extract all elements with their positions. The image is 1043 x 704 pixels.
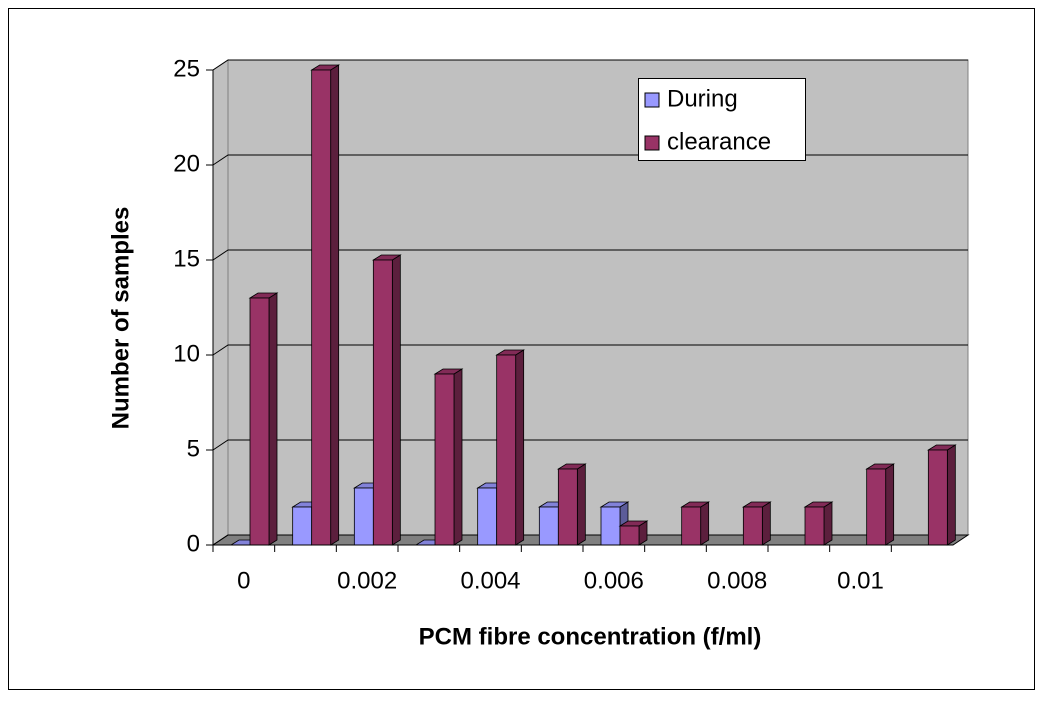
y-tick-label: 15 [173,245,200,272]
bar-side [576,463,586,546]
y-tick-label: 10 [173,340,200,367]
bar-front [557,468,578,546]
bar [926,444,957,546]
x-tick-label: 0.008 [707,567,767,594]
bar-side [885,463,895,546]
bar [741,501,772,546]
x-tick-label: 0.004 [460,567,520,594]
legend-swatch [644,92,660,108]
bar-side [268,292,278,546]
bar-front [927,449,948,546]
bar-front [477,487,498,546]
x-tick-label: 0.006 [584,567,644,594]
bar [599,501,630,546]
bar-side [946,444,956,546]
bar [803,501,834,546]
x-axis-title: PCM fibre concentration (f/ml) [419,623,762,650]
legend-label: clearance [667,128,771,155]
grid-line [212,59,968,71]
y-tick-label: 0 [187,530,200,557]
bar [248,292,279,546]
bar [310,64,341,546]
bar [495,349,526,546]
y-tick-label: 20 [173,150,200,177]
side-wall [212,59,229,546]
bar-front [742,506,763,546]
bar-front [372,259,393,546]
bar-front [866,468,887,546]
x-tick-label: 0.002 [337,567,397,594]
x-tick-label: 0 [237,567,250,594]
bar-side [515,349,525,546]
y-axis-title: Number of samples [107,207,134,430]
legend-label: During [667,85,738,112]
bar-front [434,373,455,546]
bar [865,463,896,546]
bar-front [353,487,374,546]
bar-front [804,506,825,546]
bar-side [761,501,771,546]
bar-front [600,506,621,546]
legend-box [638,78,806,161]
bar-front [249,297,270,546]
grid-line [212,249,968,261]
bar-front [538,506,559,546]
bar-side [391,254,401,546]
bar-front [496,354,517,546]
bar-front [681,506,702,546]
y-tick-label: 5 [187,435,200,462]
grid-line [212,534,968,546]
bar-side [453,368,463,546]
bar-side [823,501,833,546]
legend-swatch [644,135,660,151]
bar-front [619,525,640,546]
bar [433,368,464,546]
bar [556,463,587,546]
y-tick-label: 25 [173,55,200,82]
bar [618,520,649,546]
bar [680,501,711,546]
bar-front [292,506,313,546]
bar [371,254,402,546]
x-tick-label: 0.01 [837,567,884,594]
bar-side [330,64,340,546]
grid-line [212,344,968,356]
bar-side [700,501,710,546]
bar-front [311,69,332,546]
grid-line [212,439,968,451]
back-wall [227,59,969,536]
